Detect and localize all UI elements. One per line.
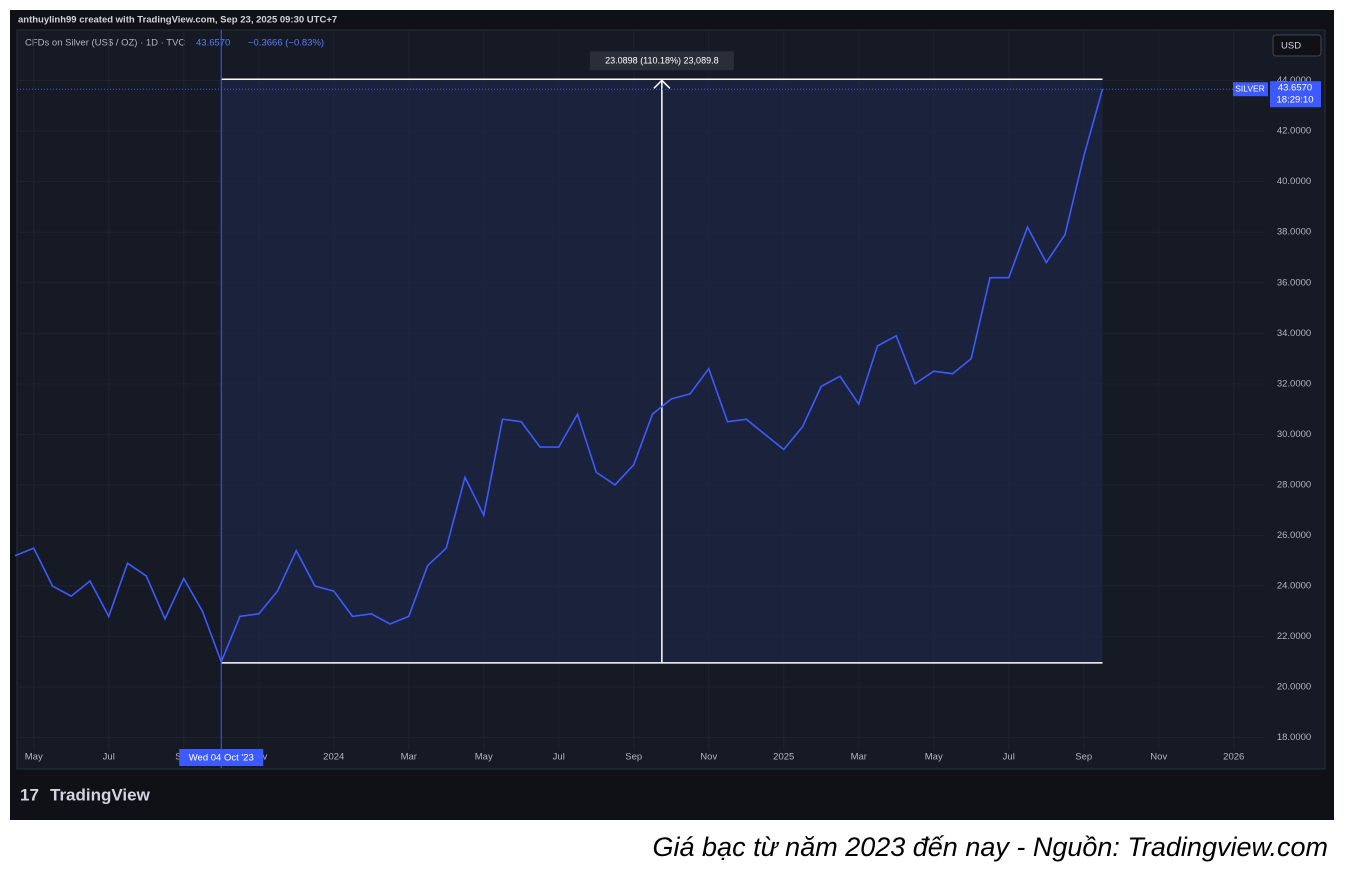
y-tick-label: 40.0000 <box>1277 176 1311 187</box>
y-tick-label: 28.0000 <box>1277 479 1311 490</box>
credit: anthuylinh99 created with TradingView.co… <box>18 15 337 26</box>
countdown: 18:29:10 <box>1277 95 1314 106</box>
brand: 17 TradingView <box>20 785 151 804</box>
crosshair-label: Wed 04 Oct '23 <box>189 753 254 764</box>
y-tick-label: 38.0000 <box>1277 227 1311 238</box>
x-tick-label: Sep <box>625 752 642 763</box>
x-tick-label: Mar <box>401 752 417 763</box>
x-tick-label: Jul <box>553 752 565 763</box>
y-tick-label: 22.0000 <box>1277 631 1311 642</box>
chart: anthuylinh99 created with TradingView.co… <box>10 10 1334 820</box>
x-tick-label: 2026 <box>1223 752 1244 763</box>
crosshair-tag <box>179 749 264 766</box>
currency[interactable]: USD <box>1281 41 1301 52</box>
measure-box <box>589 51 734 71</box>
price-tag-label: 43.6570 <box>1278 83 1312 94</box>
change: −0.3666 (−0.83%) <box>248 38 324 49</box>
x-tick-label: Mar <box>851 752 867 763</box>
currency-button[interactable] <box>1272 34 1322 57</box>
y-tick-label: 30.0000 <box>1277 429 1311 440</box>
measure-arrow-head <box>653 79 671 89</box>
x-tick-label: May <box>925 752 943 763</box>
caption: Giá bạc từ năm 2023 đến nay - Nguồn: Tra… <box>652 832 1328 862</box>
price-tag <box>1270 81 1321 108</box>
x-tick-label: Nov <box>700 752 717 763</box>
x-tick-label: Jul <box>103 752 115 763</box>
price-line-series <box>14 88 1104 665</box>
symbol: CFDs on Silver (US$ / OZ) · 1D · TVC <box>25 38 185 49</box>
y-tick-label: 36.0000 <box>1277 277 1311 288</box>
y-tick-label: 32.0000 <box>1277 378 1311 389</box>
y-tick-label: 42.0000 <box>1277 126 1311 137</box>
y-tick-label: 34.0000 <box>1277 328 1311 339</box>
x-tick-label: 2024 <box>323 752 344 763</box>
y-tick-label: 18.0000 <box>1277 732 1311 743</box>
measure-label: 23.0898 (110.18%) 23,089.8 <box>605 56 718 66</box>
symbol-tag <box>1233 82 1268 97</box>
y-tick-label: 20.0000 <box>1277 682 1311 693</box>
x-tick-label: 2025 <box>773 752 794 763</box>
x-tick-label: Nov <box>1150 752 1167 763</box>
y-tick-label: 24.0000 <box>1277 581 1311 592</box>
last-price: 43.6570 <box>196 38 230 49</box>
x-tick-label: May <box>475 752 493 763</box>
y-tick-label: 26.0000 <box>1277 530 1311 541</box>
symbol-label: SILVER <box>1235 83 1265 93</box>
brand-logo: 17 <box>20 785 39 804</box>
x-tick-label: Jul <box>1003 752 1015 763</box>
brand-name: TradingView <box>50 785 151 804</box>
x-tick-label: Sep <box>1075 752 1092 763</box>
x-tick-label: May <box>25 752 43 763</box>
y-tick-label: 44.0000 <box>1277 75 1311 86</box>
